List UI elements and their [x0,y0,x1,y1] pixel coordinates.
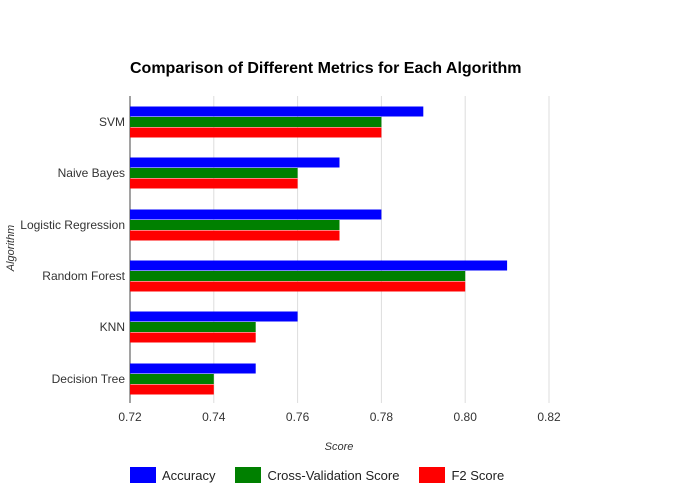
y-tick-label-logistic-regression: Logistic Regression [20,218,125,232]
x-tick-labels: 0.72 0.74 0.76 0.78 0.80 0.82 [118,410,561,424]
bar-logistic-regression-cross-validation-score[interactable] [130,220,340,230]
y-tick-label-naive-bayes: Naive Bayes [58,166,125,180]
y-axis-title: Algorithm [5,225,17,272]
bar-naive-bayes-cross-validation-score[interactable] [130,168,298,178]
legend-item-accuracy[interactable]: Accuracy [130,467,215,483]
x-tick-label: 0.76 [286,410,310,424]
y-tick-label-decision-tree: Decision Tree [52,372,126,386]
x-tick-label: 0.74 [202,410,226,424]
x-tick-label: 0.72 [118,410,142,424]
legend-label-accuracy: Accuracy [162,467,216,483]
bar-random-forest-cross-validation-score[interactable] [130,271,466,281]
bar-decision-tree-accuracy[interactable] [130,363,256,374]
bar-knn-cross-validation-score[interactable] [130,322,256,332]
bar-logistic-regression-accuracy[interactable] [130,209,382,220]
legend-item-cross-validation[interactable]: Cross-Validation Score [235,467,399,483]
bar-decision-tree-cross-validation-score[interactable] [130,374,214,384]
y-tick-label-random-forest: Random Forest [42,269,125,283]
legend-label-cross-validation: Cross-Validation Score [267,467,400,483]
bar-naive-bayes-accuracy[interactable] [130,157,340,168]
bar-naive-bayes-f2-score[interactable] [130,178,298,189]
y-tick-label-knn: KNN [100,320,125,334]
bar-random-forest-f2-score[interactable] [130,281,466,292]
gridlines [129,96,550,403]
x-tick-label: 0.82 [537,410,561,424]
bars [130,106,508,395]
bar-knn-f2-score[interactable] [130,332,256,343]
x-axis-title: Score [325,441,354,453]
legend-swatch-f2 [419,467,446,483]
legend-label-f2: F2 Score [451,467,505,483]
bar-svm-accuracy[interactable] [130,106,424,117]
bar-random-forest-accuracy[interactable] [130,260,508,271]
x-tick-label: 0.78 [370,410,394,424]
bar-logistic-regression-f2-score[interactable] [130,230,340,241]
legend-item-f2[interactable]: F2 Score [419,467,504,483]
legend: Accuracy Cross-Validation Score F2 Score [130,467,524,483]
bar-decision-tree-f2-score[interactable] [130,384,214,395]
chart-title: Comparison of Different Metrics for Each… [130,60,521,77]
bar-knn-accuracy[interactable] [130,311,298,322]
bar-svm-cross-validation-score[interactable] [130,117,382,127]
y-tick-labels: SVM Naive Bayes Logistic Regression Random … [20,115,125,386]
x-tick-label: 0.80 [454,410,478,424]
legend-swatch-accuracy [130,467,156,483]
bar-svm-f2-score[interactable] [130,127,382,138]
legend-swatch-cross-validation [235,467,262,483]
y-tick-label-svm: SVM [99,115,125,129]
